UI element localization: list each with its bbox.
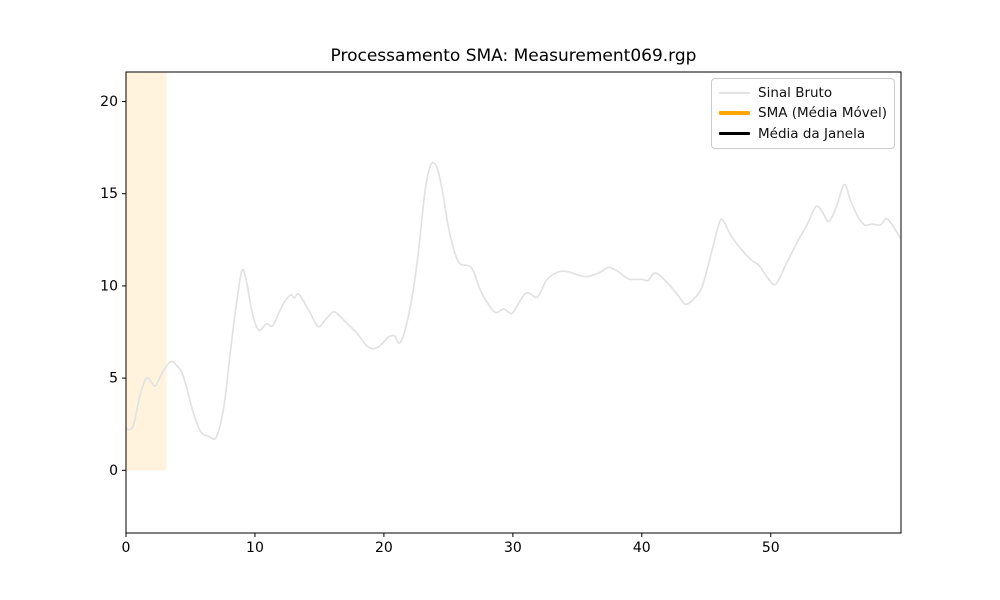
legend-label: Média da Janela — [758, 125, 866, 142]
legend: Sinal Bruto SMA (Média Móvel) Média da J… — [711, 78, 895, 149]
y-tick-label: 15 — [100, 186, 118, 202]
x-tick-label: 10 — [246, 540, 264, 556]
y-tick-label: 20 — [100, 94, 118, 110]
y-tick-label: 0 — [109, 463, 118, 479]
legend-swatch-sma — [719, 111, 750, 116]
x-tick-label: 50 — [762, 540, 780, 556]
legend-swatch-sinal-bruto — [719, 92, 750, 95]
x-tick-label: 30 — [504, 540, 522, 556]
axes-frame — [125, 71, 902, 534]
x-tick-label: 40 — [633, 540, 651, 556]
window-band — [126, 72, 167, 471]
legend-swatch-media-janela — [719, 132, 750, 136]
y-tick-label: 10 — [100, 278, 118, 294]
x-tick-label: 0 — [122, 540, 131, 556]
series-line-sinal-bruto — [125, 161, 902, 441]
legend-item: Sinal Bruto — [719, 85, 887, 101]
x-tick-label: 20 — [375, 540, 393, 556]
legend-label: Sinal Bruto — [758, 85, 833, 102]
y-tick-label: 5 — [109, 371, 118, 387]
chart-title: Processamento SMA: Measurement069.rgp — [330, 46, 697, 66]
legend-item: Média da Janela — [719, 126, 887, 142]
legend-item: SMA (Média Móvel) — [719, 105, 887, 121]
legend-label: SMA (Média Móvel) — [758, 105, 888, 122]
